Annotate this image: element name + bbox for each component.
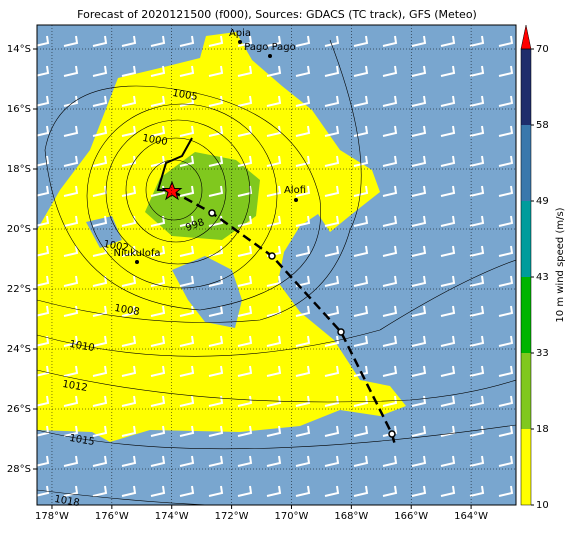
- y-tick-label: 20°S: [7, 224, 31, 235]
- contour-label: 1015: [68, 433, 95, 448]
- place-dots: [135, 40, 298, 264]
- colorbar-label: 10 m wind speed (m/s): [555, 207, 566, 322]
- storm-center: [161, 180, 183, 201]
- contour-label: 1010: [68, 339, 95, 354]
- colorbar-segment: [521, 125, 531, 201]
- wind-barbs: [37, 25, 516, 505]
- colorbar-extend: [520, 24, 532, 50]
- colorbar-segment: [521, 277, 531, 353]
- contour-label: 1012: [61, 379, 88, 394]
- y-tick-label: 14°S: [7, 44, 31, 55]
- contour-label: 1005: [171, 88, 198, 103]
- chart-title: Forecast of 2020121500 (f000), Sources: …: [77, 8, 477, 21]
- x-tick-label: 168°W: [334, 511, 368, 522]
- colorbar-tick-label: 58: [536, 120, 549, 131]
- colorbar-tick-label: 43: [536, 272, 549, 283]
- plot-frame: [36, 24, 517, 506]
- isobars: [37, 39, 516, 505]
- place-label: Niukulofa: [114, 248, 161, 259]
- place-label: Apia: [229, 28, 251, 39]
- x-tick-label: 178°W: [35, 511, 69, 522]
- place-label: Pago Pago: [244, 42, 296, 53]
- colorbar-tick-label: 18: [536, 424, 549, 435]
- contour-label: 1000: [141, 133, 168, 148]
- colorbar-tick-label: 10: [536, 500, 549, 511]
- y-tick-label: 22°S: [7, 284, 31, 295]
- contour-label: 1002: [102, 239, 129, 254]
- y-tick-label: 26°S: [7, 404, 31, 415]
- x-tick-label: 176°W: [95, 511, 129, 522]
- colorbar-segment: [521, 201, 531, 277]
- colorbar-tick-label: 33: [536, 348, 549, 359]
- place-label: Alofi: [284, 185, 306, 196]
- y-tick-label: 28°S: [7, 464, 31, 475]
- x-tick-label: 166°W: [394, 511, 428, 522]
- colorbar-segment: [521, 49, 531, 125]
- y-tick-label: 24°S: [7, 344, 31, 355]
- colorbar-tick-label: 49: [536, 196, 549, 207]
- forecast-track: [156, 137, 193, 192]
- colorbar-tick-label: 70: [536, 44, 549, 55]
- contour-label: 1018: [53, 494, 80, 509]
- x-tick-label: 170°W: [274, 511, 308, 522]
- storm-symbols: [208, 209, 396, 438]
- x-tick-label: 164°W: [454, 511, 488, 522]
- x-tick-label: 172°W: [215, 511, 249, 522]
- colorbar-segment: [521, 429, 531, 505]
- y-tick-label: 18°S: [7, 164, 31, 175]
- contour-label: 1008: [113, 303, 140, 318]
- y-tick-label: 16°S: [7, 104, 31, 115]
- colorbar-segment: [521, 353, 531, 429]
- x-tick-label: 174°W: [155, 511, 189, 522]
- map-area: [37, 25, 516, 505]
